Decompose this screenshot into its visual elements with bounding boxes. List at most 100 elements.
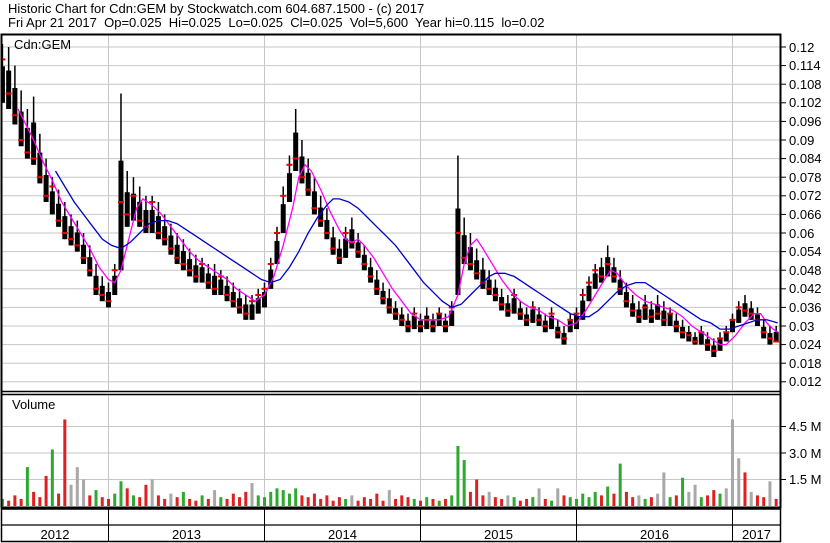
close-tick <box>679 331 686 334</box>
volume-bar <box>238 497 242 506</box>
price-bar <box>237 298 243 314</box>
volume-bar <box>575 498 578 506</box>
volume-bar <box>175 497 179 506</box>
close-tick <box>486 287 493 290</box>
volume-bar <box>562 495 566 506</box>
price-bar <box>368 267 374 283</box>
volume-bar <box>119 481 123 506</box>
close-tick <box>398 318 405 321</box>
volume-bar <box>231 493 235 506</box>
volume-bar <box>113 493 117 506</box>
price-bar <box>455 208 461 295</box>
close-tick <box>748 312 755 315</box>
volume-bar <box>350 495 354 506</box>
close-tick <box>305 188 312 191</box>
volume-bar <box>481 495 485 506</box>
close-tick <box>654 312 661 315</box>
price-bar <box>81 244 87 264</box>
volume-bar <box>774 498 778 506</box>
close-tick <box>30 157 37 160</box>
price-bar <box>424 315 430 330</box>
close-tick <box>429 325 436 327</box>
volume-bar <box>643 498 647 506</box>
close-tick <box>280 194 287 197</box>
volume-bar <box>637 495 641 506</box>
volume-bar <box>356 500 360 506</box>
volume-bar <box>13 495 17 506</box>
volume-bar <box>325 495 329 506</box>
volume-bar <box>369 498 373 506</box>
close-tick <box>186 269 193 272</box>
volume-bar <box>100 497 104 506</box>
volume-bar <box>256 495 260 506</box>
volume-bar <box>107 498 110 506</box>
price-bar <box>56 203 62 227</box>
close-tick <box>467 263 474 265</box>
volume-bar <box>699 497 703 506</box>
volume-bar <box>724 488 728 506</box>
close-tick <box>442 325 449 327</box>
volume-bar <box>181 491 185 506</box>
volume-bar <box>712 490 716 506</box>
close-tick <box>454 232 461 234</box>
close-tick <box>311 207 318 210</box>
close-tick <box>298 176 305 179</box>
price-bar <box>736 309 742 323</box>
close-tick <box>86 269 93 272</box>
volume-bar <box>462 460 466 506</box>
close-tick <box>330 247 337 250</box>
chart-border <box>0 33 782 509</box>
volume-bar <box>612 493 616 506</box>
price-bar <box>268 269 274 289</box>
volume-bar <box>50 449 54 506</box>
close-tick <box>205 281 212 284</box>
price-bar <box>87 257 93 277</box>
close-tick <box>773 340 780 343</box>
price-bar <box>224 285 230 302</box>
price-bar <box>149 209 155 233</box>
volume-bar <box>362 497 366 506</box>
close-tick <box>405 325 412 327</box>
price-bar <box>74 232 80 252</box>
close-tick <box>255 294 262 296</box>
price-bar <box>255 298 261 314</box>
symbol-label: Cdn:GEM <box>14 37 72 52</box>
price-bar <box>730 320 735 333</box>
close-tick <box>760 331 767 334</box>
close-tick <box>136 219 143 222</box>
volume-bar <box>649 497 653 506</box>
volume-label: Volume <box>12 397 56 412</box>
volume-bar <box>656 493 660 506</box>
volume-bar <box>599 495 603 506</box>
close-tick <box>273 232 280 234</box>
close-tick <box>174 256 181 259</box>
close-tick <box>105 300 112 303</box>
price-bar <box>592 273 598 289</box>
price-bar <box>598 267 604 283</box>
close-tick <box>604 263 611 265</box>
volume-bar <box>69 484 73 506</box>
volume-bar <box>169 493 173 506</box>
price-bar <box>18 111 24 147</box>
close-tick <box>155 232 162 234</box>
volume-bar <box>275 488 279 506</box>
close-tick <box>18 139 25 141</box>
volume-bar <box>25 467 29 506</box>
volume-bar <box>687 491 691 506</box>
price-bar <box>24 127 30 159</box>
close-tick <box>286 163 293 166</box>
ma-fast-line <box>17 108 779 346</box>
volume-bar <box>425 497 429 506</box>
close-tick <box>741 309 748 312</box>
price-bar <box>43 175 49 202</box>
quote-status-line: Fri Apr 21 2017 Op=0.025 Hi=0.025 Lo=0.0… <box>8 15 545 30</box>
close-tick <box>68 238 75 241</box>
volume-bar <box>512 497 516 506</box>
volume-bar <box>755 495 759 506</box>
volume-bar <box>500 498 504 506</box>
price-bar <box>286 173 292 202</box>
volume-bar <box>606 486 610 506</box>
price-bar <box>130 193 136 221</box>
volume-bar <box>219 497 223 506</box>
